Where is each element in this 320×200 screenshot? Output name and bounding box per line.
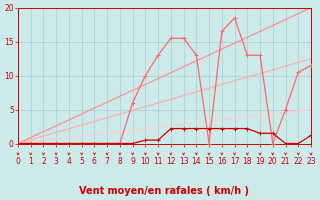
X-axis label: Vent moyen/en rafales ( km/h ): Vent moyen/en rafales ( km/h ) xyxy=(79,186,250,196)
